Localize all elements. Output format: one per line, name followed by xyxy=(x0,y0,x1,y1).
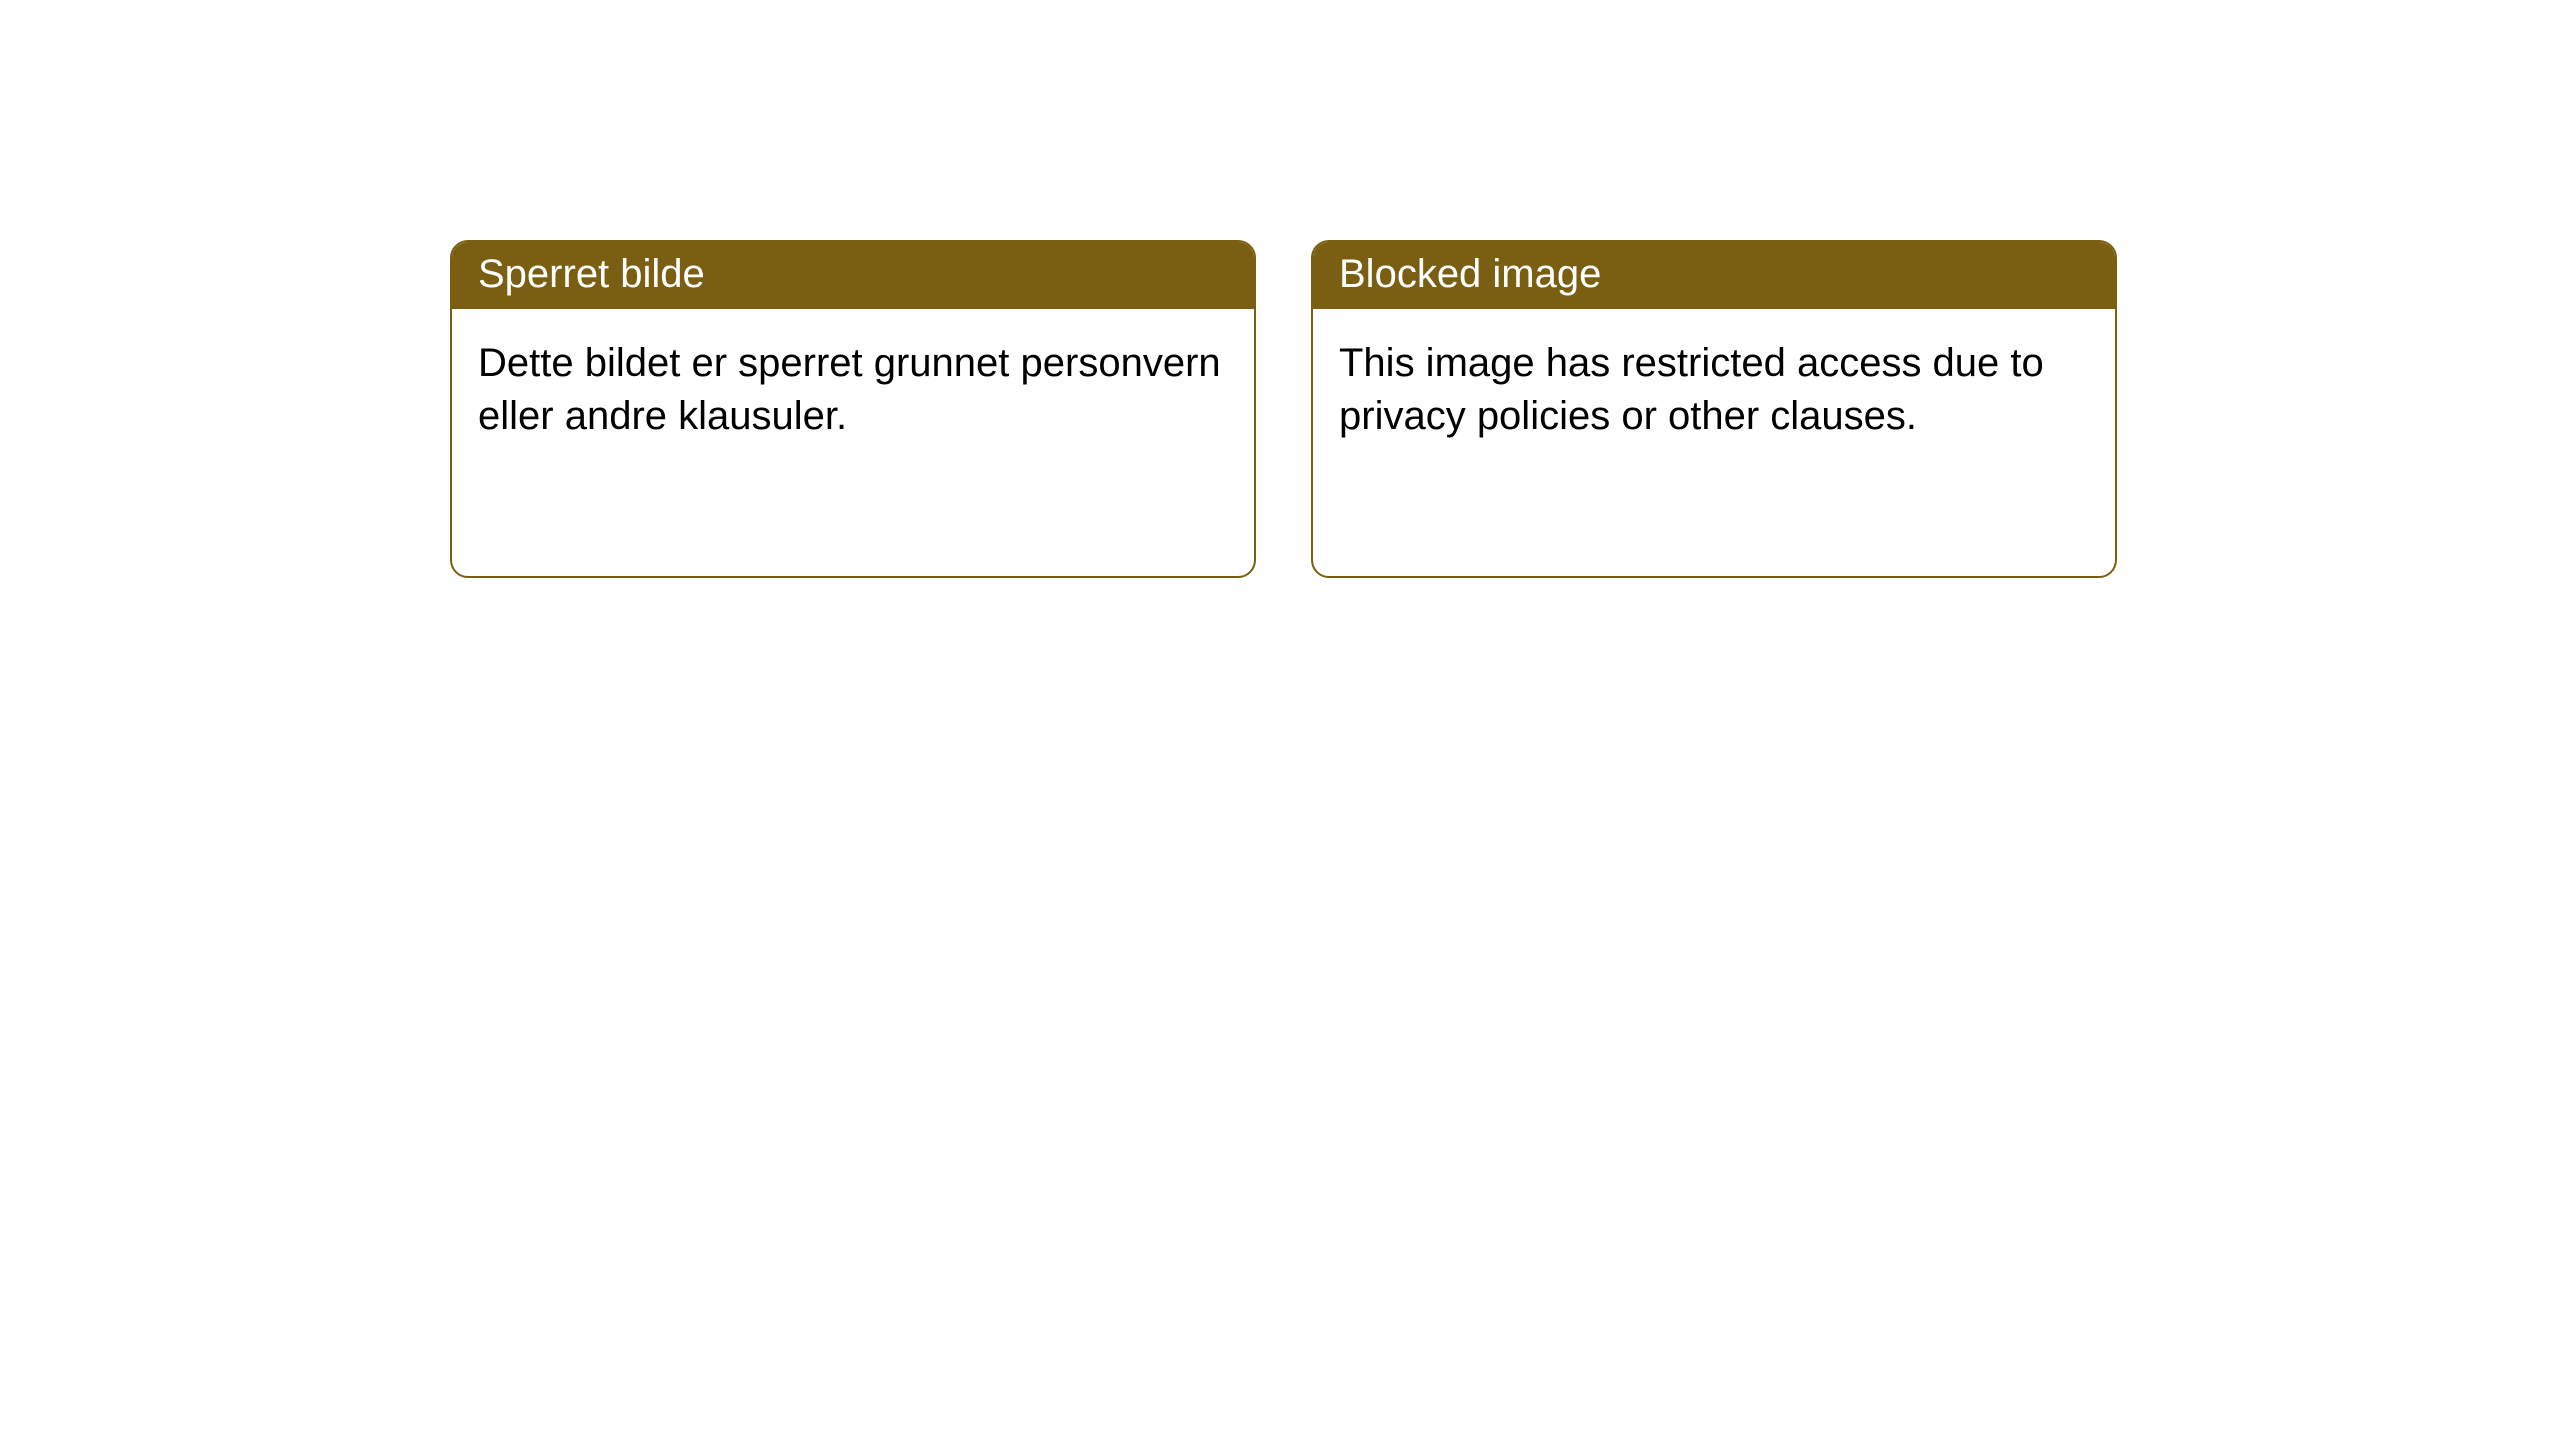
blocked-image-card-en: Blocked image This image has restricted … xyxy=(1311,240,2117,578)
card-header: Blocked image xyxy=(1313,242,2115,309)
card-body: This image has restricted access due to … xyxy=(1313,309,2115,471)
blocked-image-card-no: Sperret bilde Dette bildet er sperret gr… xyxy=(450,240,1256,578)
card-header: Sperret bilde xyxy=(452,242,1254,309)
notice-container: Sperret bilde Dette bildet er sperret gr… xyxy=(0,0,2560,578)
card-body: Dette bildet er sperret grunnet personve… xyxy=(452,309,1254,471)
